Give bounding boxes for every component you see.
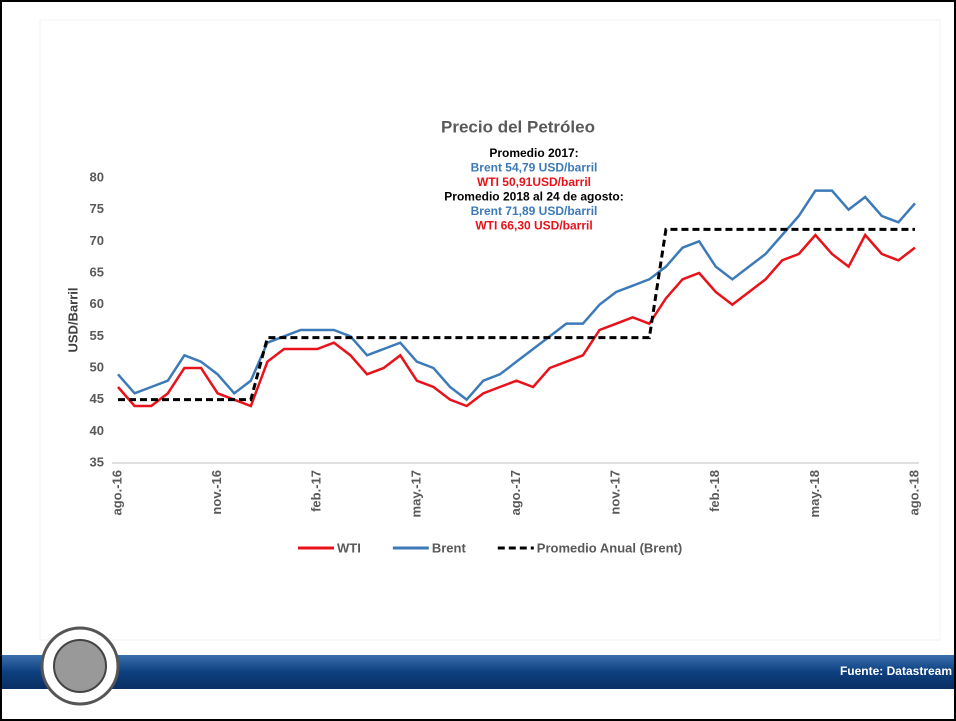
line-series — [118, 227, 915, 402]
x-tick-label: feb.-17 — [309, 470, 324, 512]
x-tick-label: may.-18 — [807, 470, 822, 517]
x-tick-label: ago.-18 — [906, 470, 921, 516]
x-tick-label: ago.-17 — [508, 470, 523, 516]
annotation: WTI 50,91USD/barril — [477, 175, 591, 189]
legend-label: WTI — [337, 540, 361, 555]
slide-decoration — [39, 19, 941, 641]
annotation: Promedio 2018 al 24 de agosto: — [444, 190, 623, 204]
annotation: WTI 66,30 USD/barril — [475, 219, 592, 233]
line-series — [117, 189, 916, 402]
annotation: Brent 71,89 USD/barril — [471, 204, 598, 218]
y-tick-label: 40 — [90, 423, 104, 438]
legend-label: Brent — [432, 540, 467, 555]
y-axis-label: USD/Barril — [65, 287, 80, 352]
x-tick-label: nov.-17 — [608, 470, 623, 515]
y-tick-label: 35 — [90, 454, 104, 469]
annotation: Brent 54,79 USD/barril — [471, 161, 598, 175]
x-tick-label: nov.-16 — [209, 470, 224, 515]
line-series — [117, 232, 916, 408]
logo-inner — [53, 639, 107, 693]
y-tick-label: 60 — [90, 296, 104, 311]
x-tick-label: may.-17 — [408, 470, 423, 517]
y-tick-label: 55 — [90, 328, 104, 343]
x-tick-label: ago.-16 — [109, 470, 124, 516]
annotation: Promedio 2017: — [489, 146, 578, 160]
y-tick-label: 80 — [90, 169, 104, 184]
chart-title: Precio del Petróleo — [441, 117, 595, 136]
y-tick-label: 50 — [90, 359, 104, 374]
legend-label: Promedio Anual (Brent) — [537, 540, 682, 555]
source: Fuente: Datastream — [840, 664, 952, 678]
x-tick-label: feb.-18 — [707, 470, 722, 512]
y-tick-label: 45 — [90, 391, 104, 406]
y-tick-label: 65 — [90, 264, 104, 279]
y-tick-label: 70 — [90, 233, 104, 248]
footer-bar — [2, 655, 954, 689]
y-tick-label: 75 — [90, 201, 104, 216]
